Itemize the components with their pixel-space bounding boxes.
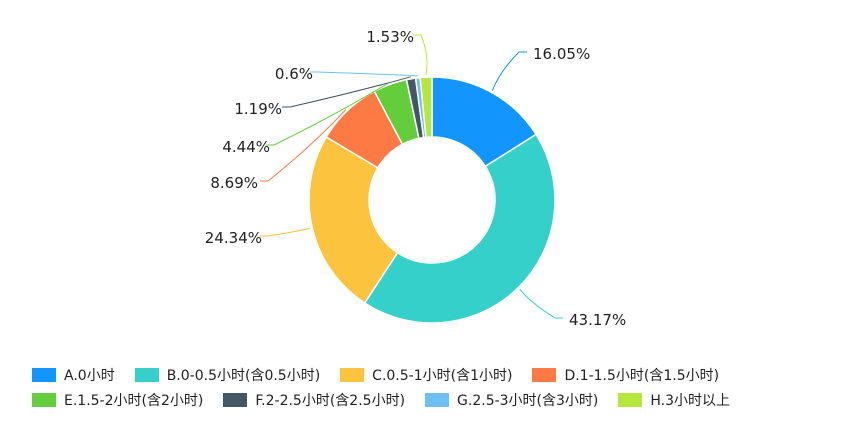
donut-slice-c[interactable] [308,136,399,304]
leader-line-c [260,227,311,237]
legend-swatch-d [532,367,557,382]
legend-swatch-g [425,392,450,407]
legend-item-d[interactable]: D.1-1.5小时(含1.5小时) [532,365,719,385]
legend-label-b: B.0-0.5小时(含0.5小时) [166,367,321,384]
legend-row-1: A.0小时 B.0-0.5小时(含0.5小时) C.0.5-1小时(含1小时) … [32,362,852,387]
leader-line-h [413,34,428,76]
legend-item-h[interactable]: H.3小时以上 [618,390,730,410]
legend-swatch-e [32,392,56,407]
leader-line-d [260,109,347,182]
legend-swatch-c [340,367,365,382]
slice-label-h: 1.53% [366,28,414,46]
donut-slices [308,76,556,324]
legend-item-c[interactable]: C.0.5-1小时(含1小时) [340,365,512,385]
legend-label-c: C.0.5-1小时(含1小时) [372,367,513,384]
legend-item-b[interactable]: B.0-0.5小时(含0.5小时) [134,365,321,385]
slice-label-g: 0.6% [275,65,313,83]
slice-labels: 16.05% 43.17% 24.34% 8.69% 4.44% 1.19% 0.6% 1.5… [205,28,626,329]
leader-line-f [282,76,411,108]
slice-label-d: 8.69% [210,174,258,192]
legend-item-g[interactable]: G.2.5-3小时(含3小时) [425,390,598,410]
legend-item-a[interactable]: A.0小时 [32,365,115,385]
legend: A.0小时 B.0-0.5小时(含0.5小时) C.0.5-1小时(含1小时) … [32,362,852,412]
legend-label-f: F.2-2.5小时(含2.5小时) [255,392,406,409]
legend-item-e[interactable]: E.1.5-2小时(含2小时) [32,390,203,410]
legend-label-h: H.3小时以上 [650,392,731,409]
slice-label-f: 1.19% [234,100,282,118]
legend-swatch-a [32,367,56,382]
legend-label-e: E.1.5-2小时(含2小时) [64,392,204,409]
legend-swatch-h [618,392,643,407]
legend-label-a: A.0小时 [64,367,115,384]
legend-item-f[interactable]: F.2-2.5小时(含2.5小时) [223,390,405,410]
donut-slice-h[interactable] [419,76,433,139]
slice-label-b: 43.17% [569,311,626,329]
leader-lines [260,34,563,319]
legend-label-g: G.2.5-3小时(含3小时) [457,392,599,409]
legend-swatch-f [223,392,248,407]
slice-label-c: 24.34% [205,229,262,247]
leader-line-a [491,51,527,91]
legend-row-2: E.1.5-2小时(含2小时) F.2-2.5小时(含2.5小时) G.2.5-… [32,387,852,412]
leader-line-e [266,82,390,146]
leader-line-g [310,71,418,77]
leader-line-b [519,288,563,319]
legend-swatch-b [134,367,159,382]
legend-label-d: D.1-1.5小时(含1.5小时) [564,367,720,384]
donut-slice-b[interactable] [363,133,556,324]
slice-label-a: 16.05% [533,45,590,63]
slice-label-e: 4.44% [222,138,270,156]
donut-chart: 16.05% 43.17% 24.34% 8.69% 4.44% 1.19% 0.6% 1.5… [205,28,626,329]
